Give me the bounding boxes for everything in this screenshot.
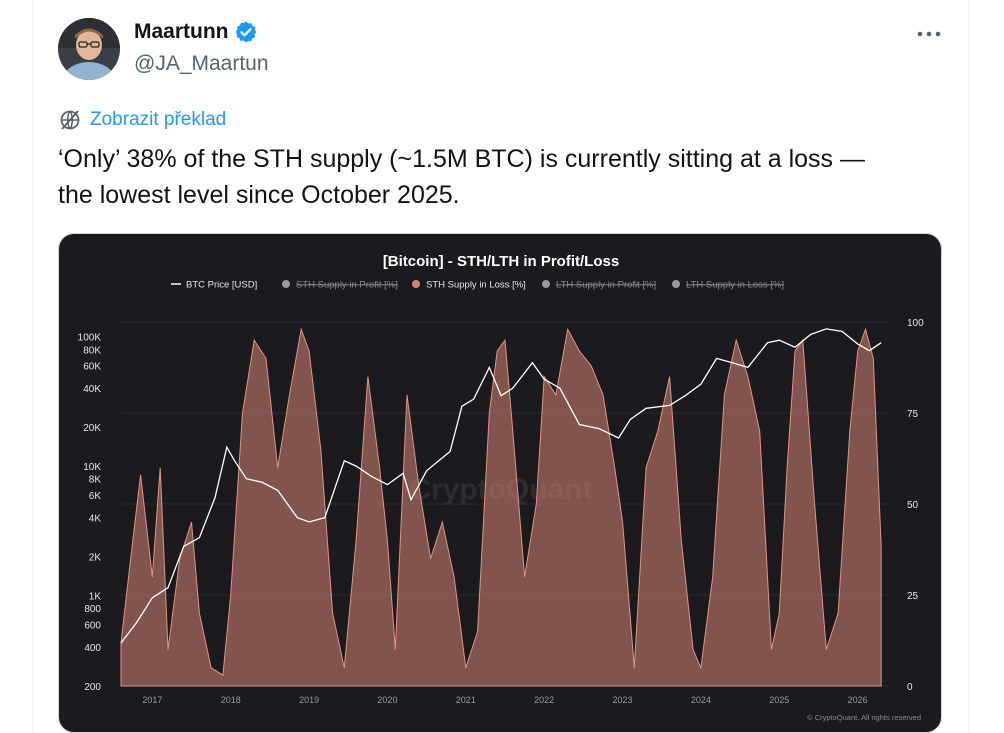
y-left-tick-label: 40K (83, 384, 101, 395)
y-right-tick-label: 75 (907, 409, 919, 420)
btc-price-line-path (120, 328, 882, 644)
author-handle[interactable]: @JA_Maartun (134, 52, 269, 75)
x-tick-label: 2021 (456, 695, 476, 705)
chart-footer: © CryptoQuant. All rights reserved (807, 713, 921, 722)
y-left-tick-label: 6K (89, 491, 102, 502)
legend-label: STH Supply in Profit [%] (296, 280, 398, 291)
x-tick-label: 2025 (769, 695, 789, 705)
translate-globe-icon (60, 110, 80, 130)
y-left-tick-label: 80K (83, 345, 101, 356)
legend-label: LTH Supply in Profit [%] (556, 280, 656, 291)
x-tick-label: 2024 (691, 695, 711, 705)
author-display-name[interactable]: Maartunn (134, 20, 229, 43)
sth-loss-area-path (120, 327, 882, 687)
more-dots-icon (917, 31, 941, 37)
y-left-tick-label: 600 (84, 620, 101, 631)
translate-link[interactable]: Zobrazit překlad (58, 108, 226, 132)
column-border-left (32, 0, 33, 733)
y-left-tick-label: 2K (89, 553, 102, 564)
y-right-tick-label: 0 (907, 682, 913, 693)
legend-marker (672, 280, 680, 288)
y-right-tick-label: 100 (907, 318, 924, 329)
legend-marker (282, 280, 290, 288)
y-left-tick-label: 800 (84, 604, 101, 615)
x-tick-label: 2023 (613, 695, 633, 705)
more-button[interactable] (912, 20, 946, 48)
y-left-tick-label: 20K (83, 423, 101, 434)
y-right-tick-label: 25 (907, 591, 919, 602)
x-tick-label: 2018 (221, 695, 241, 705)
verified-badge-icon[interactable] (234, 20, 258, 44)
btc-price-line (120, 328, 882, 644)
y-left-tick-label: 200 (84, 682, 101, 693)
x-tick-label: 2022 (534, 695, 554, 705)
y-left-tick-label: 1K (89, 592, 102, 603)
tweet-text: ‘Only’ 38% of the STH supply (~1.5M BTC)… (58, 145, 865, 209)
author-name-row: Maartunn (134, 20, 258, 44)
chart-legend: BTC Price [USD] STH Supply in Profit [%] S… (171, 280, 784, 291)
legend-marker (412, 280, 420, 288)
legend-label: STH Supply in Loss [%] (426, 280, 526, 291)
y-right-tick-label: 50 (907, 500, 919, 511)
y-left-tick-label: 8K (89, 475, 102, 486)
x-tick-label: 2020 (377, 695, 397, 705)
avatar[interactable] (58, 18, 120, 80)
y-left-tick-label: 60K (83, 361, 101, 372)
sth-loss-area (120, 327, 882, 687)
x-tick-label: 2019 (299, 695, 319, 705)
y-left-tick-label: 10K (83, 462, 101, 473)
legend-label: LTH Supply in Loss [%] (686, 280, 784, 291)
legend-marker (542, 280, 550, 288)
translate-label: Zobrazit překlad (90, 109, 227, 130)
x-tick-label: 2017 (142, 695, 162, 705)
legend-label: BTC Price [USD] (186, 280, 257, 291)
y-left-tick-label: 100K (78, 333, 102, 344)
x-tick-label: 2026 (848, 695, 868, 705)
chart-image[interactable]: [Bitcoin] - STH/LTH in Profit/Loss BTC P… (58, 233, 942, 733)
chart-title: [Bitcoin] - STH/LTH in Profit/Loss (383, 253, 619, 270)
column-border-right (968, 0, 969, 733)
y-left-tick-label: 4K (89, 514, 102, 525)
y-left-tick-label: 400 (84, 643, 101, 654)
chart-svg: [Bitcoin] - STH/LTH in Profit/Loss BTC P… (78, 253, 924, 722)
